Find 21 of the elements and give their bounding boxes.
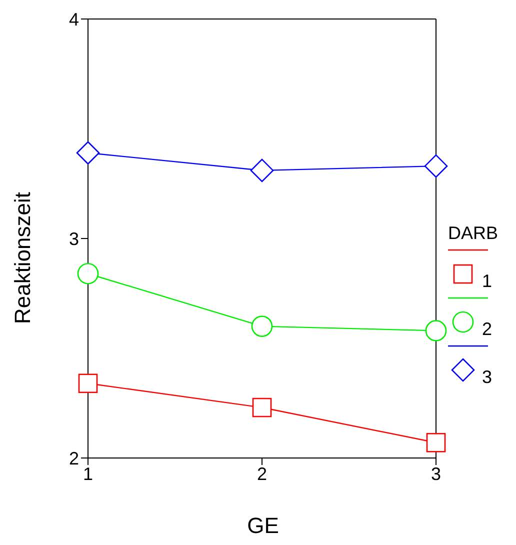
- legend-label: 1: [482, 270, 492, 292]
- x-tick-label: 2: [256, 464, 268, 484]
- point: [424, 154, 448, 178]
- point: [425, 320, 447, 342]
- point: [250, 158, 274, 182]
- point: [77, 262, 99, 284]
- point: [251, 316, 273, 337]
- point: [426, 432, 446, 452]
- y-tick-label: 3: [68, 228, 79, 249]
- legend-title: DARB: [448, 223, 500, 244]
- y-axis-title: Reaktionszeit: [10, 192, 36, 324]
- x-tick-label: 1: [82, 464, 94, 484]
- legend-label: 2: [482, 318, 492, 340]
- legend-label: 3: [482, 366, 492, 388]
- x-axis-title: GE: [246, 513, 280, 539]
- x-tick-label: 3: [430, 464, 442, 484]
- y-tick-label: 4: [68, 9, 79, 30]
- point: [76, 141, 100, 165]
- point: [252, 398, 272, 418]
- y-tick-label: 2: [68, 448, 79, 468]
- point: [78, 374, 98, 394]
